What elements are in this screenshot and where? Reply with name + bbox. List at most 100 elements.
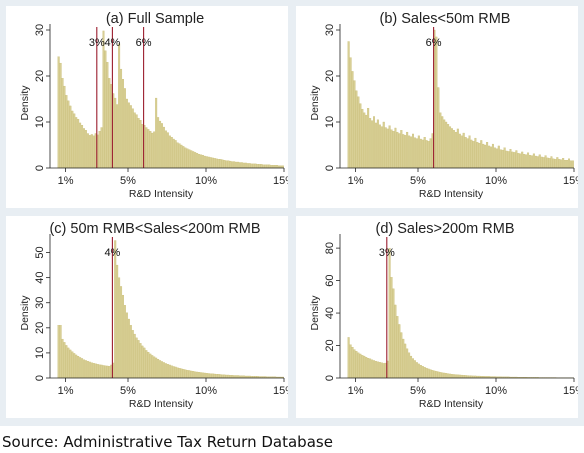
histogram-bar [252, 163, 255, 169]
histogram-bar [248, 163, 251, 169]
y-tick-label: 40 [34, 272, 46, 284]
x-tick-label: 15% [273, 385, 288, 397]
x-tick-label: 5% [120, 175, 136, 187]
histogram-bar [532, 153, 535, 169]
histogram-bar [155, 97, 158, 169]
histogram-bar [441, 116, 444, 169]
histogram-bar [180, 144, 183, 169]
x-tick-label: 1% [58, 385, 74, 397]
y-tick-label: 0 [34, 375, 46, 381]
histogram-bar [400, 130, 403, 169]
histogram-bar [349, 57, 352, 169]
histogram-bar [227, 160, 230, 169]
histogram-bar [211, 157, 214, 169]
y-tick-label: 20 [34, 322, 46, 334]
histogram-bar [100, 127, 103, 169]
histogram-bar [378, 362, 381, 379]
histogram-bar [211, 373, 214, 379]
histogram-bar [425, 140, 428, 169]
histogram-bar [482, 143, 485, 169]
histogram-bar [203, 155, 206, 169]
x-tick-label: 10% [485, 385, 507, 397]
histogram-bar [507, 151, 510, 169]
x-axis-label: R&D Intensity [419, 398, 484, 410]
histogram-bar [147, 129, 150, 169]
histogram-bar [415, 138, 418, 169]
histogram-bar [355, 351, 358, 379]
histogram-bar [221, 374, 224, 379]
histogram-bar [493, 147, 496, 169]
y-tick-label: 50 [34, 246, 46, 258]
histogram-bar [396, 316, 399, 379]
histogram-bar [92, 363, 95, 379]
histogram-bar [468, 135, 471, 169]
histogram-bar [235, 161, 238, 169]
histogram-bar [102, 30, 105, 169]
histogram-bar [114, 97, 117, 169]
histogram-bar [388, 125, 391, 169]
histogram-bar [198, 372, 201, 379]
x-tick-label: 1% [58, 175, 74, 187]
histogram-bar [114, 240, 117, 379]
histogram-bar [168, 135, 171, 169]
histogram-bar [417, 135, 420, 169]
histogram-bar [437, 371, 440, 379]
histogram-bar [357, 352, 360, 379]
histogram-bar [123, 88, 126, 169]
histogram-bar [404, 135, 407, 169]
histogram-bar [229, 160, 232, 169]
histogram-bar [260, 164, 263, 169]
histogram-bar [268, 164, 271, 169]
histogram-bar [538, 154, 541, 169]
histogram-bar [394, 304, 397, 379]
histogram-bar [423, 137, 426, 169]
histogram-bar [162, 126, 165, 169]
threshold-marker-label: 3% [379, 247, 395, 259]
histogram-bar [396, 131, 399, 169]
x-axis-label: R&D Intensity [419, 188, 484, 200]
histogram-bar [550, 156, 553, 169]
histogram-bar [215, 374, 218, 379]
y-tick-label: 10 [324, 116, 336, 128]
histogram-bar [182, 146, 185, 169]
histogram-bar [410, 136, 413, 169]
histogram-bar [371, 359, 374, 379]
histogram-bar [67, 100, 70, 169]
histogram-bar [127, 102, 130, 169]
histogram-bar [431, 370, 434, 379]
histogram-bar [238, 162, 241, 169]
histogram-bar [145, 127, 148, 169]
histogram-bar [394, 127, 397, 169]
histogram-bar [178, 143, 181, 169]
histogram-bar [223, 374, 226, 379]
histogram-bar [160, 123, 163, 169]
histogram-bar [264, 164, 267, 169]
histogram-bar [556, 157, 559, 169]
histogram-bar [151, 355, 154, 379]
histogram-bar [118, 277, 121, 379]
histogram-bar [219, 374, 222, 379]
histogram-bar [168, 364, 171, 379]
histogram-bar [159, 360, 162, 379]
histogram-bar [71, 110, 74, 169]
panel-sales-50m-200m: (c) 50m RMB<Sales<200m RMB 4% 0 10 20 30 40 50 1… [6, 216, 288, 418]
histogram-bar [445, 121, 448, 169]
histogram-bar [188, 149, 191, 169]
histogram-bar [133, 112, 136, 169]
histogram-bar [552, 158, 555, 169]
histogram-bar [61, 78, 64, 169]
histogram-bar [217, 159, 220, 169]
histogram-bar [347, 337, 350, 379]
histogram-bar [246, 163, 249, 169]
histogram-bar [71, 351, 74, 379]
histogram-bar [266, 164, 269, 169]
histogram-bar [164, 363, 167, 379]
histogram-bar [404, 343, 407, 379]
histogram-bar [106, 62, 109, 169]
histogram-bar [501, 149, 504, 169]
histogram-bar [384, 127, 387, 169]
histogram-bar [484, 144, 487, 169]
histogram-bar [413, 137, 416, 169]
histogram-bar [566, 160, 569, 169]
